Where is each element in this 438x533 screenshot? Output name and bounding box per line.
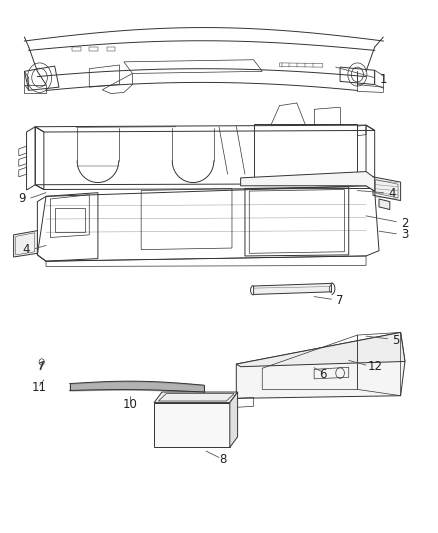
Text: 9: 9	[18, 192, 26, 206]
Text: 5: 5	[392, 334, 400, 347]
Text: 10: 10	[123, 398, 138, 411]
Text: 8: 8	[219, 453, 227, 465]
Polygon shape	[230, 392, 237, 447]
Polygon shape	[373, 177, 401, 200]
Polygon shape	[236, 333, 405, 398]
Text: 3: 3	[401, 228, 409, 241]
Text: 11: 11	[32, 381, 47, 394]
Text: 4: 4	[23, 243, 30, 256]
Text: 12: 12	[367, 360, 382, 373]
Bar	[55, 208, 85, 232]
Text: 2: 2	[401, 217, 409, 230]
Text: 4: 4	[388, 187, 396, 200]
Text: 6: 6	[319, 368, 327, 381]
Polygon shape	[254, 284, 332, 294]
Polygon shape	[236, 333, 405, 367]
Polygon shape	[14, 231, 37, 257]
Polygon shape	[379, 199, 390, 209]
Polygon shape	[154, 392, 237, 402]
Polygon shape	[240, 172, 374, 191]
Polygon shape	[154, 402, 230, 447]
Text: 7: 7	[336, 294, 344, 308]
Bar	[254, 124, 357, 185]
Text: 1: 1	[380, 73, 387, 86]
